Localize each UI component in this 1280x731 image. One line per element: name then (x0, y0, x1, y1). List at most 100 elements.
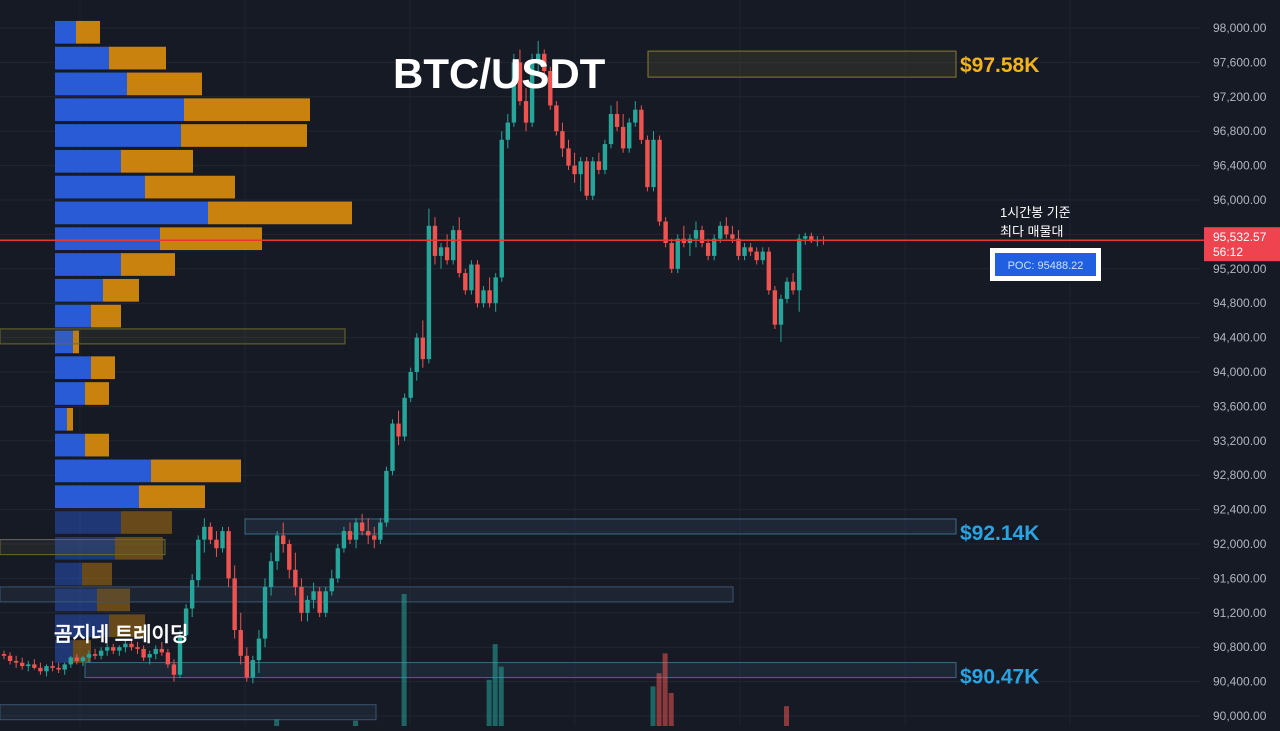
chart-title: BTC/USDT (393, 50, 606, 97)
candle-body (171, 664, 177, 675)
volume-profile-buy-bar (55, 433, 85, 457)
candle-body (420, 337, 426, 360)
candle-body (287, 544, 292, 570)
candle-body (790, 281, 796, 291)
volume-profile-buy-bar (55, 536, 115, 560)
candle-body (378, 522, 383, 540)
y-tick-label: 94,400.00 (1213, 331, 1267, 345)
volume-profile-sell-bar (85, 382, 109, 405)
volume-profile-sell-bar (208, 201, 352, 225)
volume-profile-sell-bar (109, 46, 166, 70)
candle-body (159, 648, 165, 653)
volume-bar (401, 594, 407, 726)
y-tick-label: 97,200.00 (1213, 90, 1267, 104)
current-price-label: 95,532.57 (1213, 230, 1267, 244)
candle-body (627, 122, 632, 149)
candle-body (578, 161, 583, 175)
level-zone (244, 518, 957, 535)
candle-body (584, 161, 589, 196)
candle-body (80, 657, 86, 661)
candle-body (669, 243, 674, 269)
volume-profile-sell-bar (139, 485, 205, 509)
candle-body (92, 654, 98, 656)
volume-profile-buy-bar (55, 278, 103, 302)
candle-body (481, 290, 486, 304)
y-tick-label: 92,000.00 (1213, 537, 1267, 551)
candle-body (772, 290, 778, 325)
volume-profile-buy-bar (55, 588, 97, 612)
candle-body (38, 667, 43, 672)
candle-body (268, 561, 274, 587)
volume-profile-buy-bar (55, 304, 91, 328)
candle-body (214, 539, 219, 549)
volume-bar (650, 686, 656, 726)
countdown-label: 56:12 (1213, 245, 1243, 259)
volume-profile (55, 20, 352, 663)
annotation-line-1: 1시간봉 기준 (1000, 205, 1071, 220)
volume-bar (492, 644, 498, 726)
candle-body (208, 526, 213, 540)
volume-profile-sell-bar (160, 227, 262, 251)
level-zone (0, 539, 166, 556)
candle-body (487, 290, 492, 304)
candle-body (754, 251, 759, 261)
candle-body (560, 131, 565, 149)
volume-profile-buy-bar (55, 614, 109, 638)
candle-body (293, 569, 298, 587)
candle-body (153, 648, 158, 655)
volume-profile-sell-bar (73, 640, 91, 663)
candle-body (341, 531, 347, 549)
candle-body (238, 630, 243, 656)
candle-body (177, 635, 183, 675)
volume-profile-buy-bar (55, 175, 145, 199)
y-tick-label: 91,200.00 (1213, 606, 1267, 620)
candle-body (718, 225, 723, 239)
volume-profile-buy-bar (55, 640, 73, 663)
candle-body (639, 109, 644, 140)
candle-body (475, 264, 480, 304)
current-price-tag: 95,532.57 56:12 (1204, 227, 1280, 262)
candle-body (663, 221, 668, 243)
candle-body (305, 599, 310, 613)
volume-bar (274, 719, 280, 726)
candle-body (335, 548, 341, 579)
y-tick-label: 98,000.00 (1213, 21, 1267, 35)
volume-profile-buy-bar (55, 72, 127, 96)
volume-profile-buy-bar (55, 485, 139, 509)
candle-body (123, 643, 128, 648)
candle-body (56, 667, 61, 670)
candle-body (50, 666, 55, 668)
candle-body (7, 655, 13, 661)
volume-profile-sell-bar (82, 562, 112, 586)
candle-body (281, 535, 286, 544)
candle-body (651, 139, 656, 188)
candle-body (68, 657, 73, 665)
poc-box: POC: 95488.22 (990, 248, 1101, 281)
candle-body (645, 139, 650, 188)
volume-profile-sell-bar (97, 588, 130, 612)
candle-body (523, 101, 529, 123)
volume-profile-sell-bar (91, 356, 115, 380)
volume-profile-buy-bar (55, 382, 85, 405)
candle-body (705, 243, 711, 256)
candle-body (220, 531, 225, 549)
y-tick-label: 93,200.00 (1213, 434, 1267, 448)
candle-body (542, 53, 547, 71)
candle-body (499, 139, 504, 278)
level-zone (647, 50, 957, 78)
volume-profile-sell-bar (181, 124, 307, 147)
candle-body (511, 62, 517, 123)
candle-body (311, 591, 316, 600)
candle-body (760, 251, 765, 261)
candle-body (463, 273, 468, 291)
volume-profile-buy-bar (55, 46, 109, 70)
candle-body (86, 654, 92, 658)
candle-body (384, 470, 389, 523)
volume-bars (274, 594, 790, 726)
volume-bar (656, 673, 662, 726)
candle-body (809, 236, 814, 242)
candle-body (590, 161, 595, 196)
candle-body (457, 230, 462, 274)
